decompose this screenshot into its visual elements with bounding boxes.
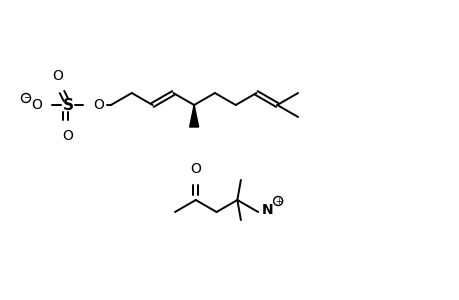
Text: S: S bbox=[62, 98, 73, 112]
Text: O: O bbox=[32, 98, 42, 112]
Polygon shape bbox=[189, 105, 198, 127]
Text: +: + bbox=[274, 196, 281, 206]
Text: O: O bbox=[190, 162, 201, 176]
Text: O: O bbox=[62, 129, 73, 143]
Text: −: − bbox=[23, 94, 29, 103]
Text: N: N bbox=[261, 203, 272, 217]
Text: O: O bbox=[93, 98, 104, 112]
Text: O: O bbox=[52, 69, 63, 83]
